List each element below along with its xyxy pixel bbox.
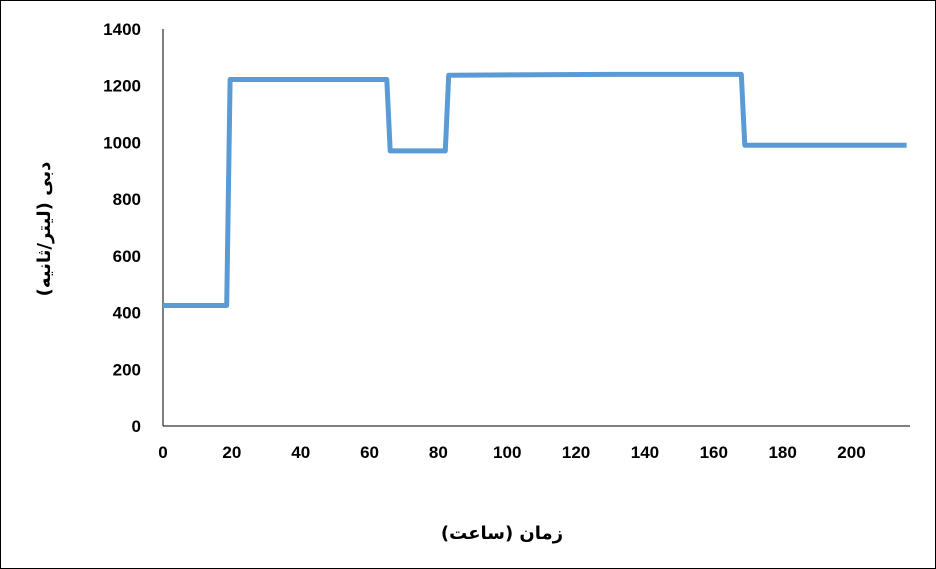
x-tick-labels: 0 20 40 60 80 100 120 140 160 180 200 — [158, 443, 865, 462]
y-tick-label: 0 — [132, 417, 141, 436]
x-tick-label: 120 — [562, 443, 590, 462]
x-tick-label: 20 — [222, 443, 241, 462]
x-tick-label: 180 — [768, 443, 796, 462]
series-line-1 — [163, 71, 907, 308]
y-tick-label: 1000 — [103, 133, 141, 152]
series-lines — [163, 71, 907, 308]
x-axis-title: زمان (ساعت) — [441, 523, 563, 544]
x-tick-label: 140 — [631, 443, 659, 462]
x-tick-label: 200 — [837, 443, 865, 462]
y-tick-label: 200 — [113, 360, 141, 379]
x-tick-label: 40 — [291, 443, 310, 462]
x-tick-label: 0 — [158, 443, 167, 462]
x-tick-label: 160 — [700, 443, 728, 462]
y-axis-title: دبی (لیتر/ثانیه) — [34, 162, 55, 297]
x-tick-label: 80 — [429, 443, 448, 462]
plot-axes — [162, 29, 910, 427]
y-tick-label: 1200 — [103, 77, 141, 96]
y-tick-label: 800 — [113, 190, 141, 209]
y-tick-label: 1400 — [103, 20, 141, 39]
x-tick-label: 100 — [493, 443, 521, 462]
y-tick-labels: 0 200 400 600 800 1000 1200 1400 — [103, 20, 141, 436]
y-tick-label: 400 — [113, 304, 141, 323]
y-tick-label: 600 — [113, 247, 141, 266]
x-tick-label: 60 — [360, 443, 379, 462]
